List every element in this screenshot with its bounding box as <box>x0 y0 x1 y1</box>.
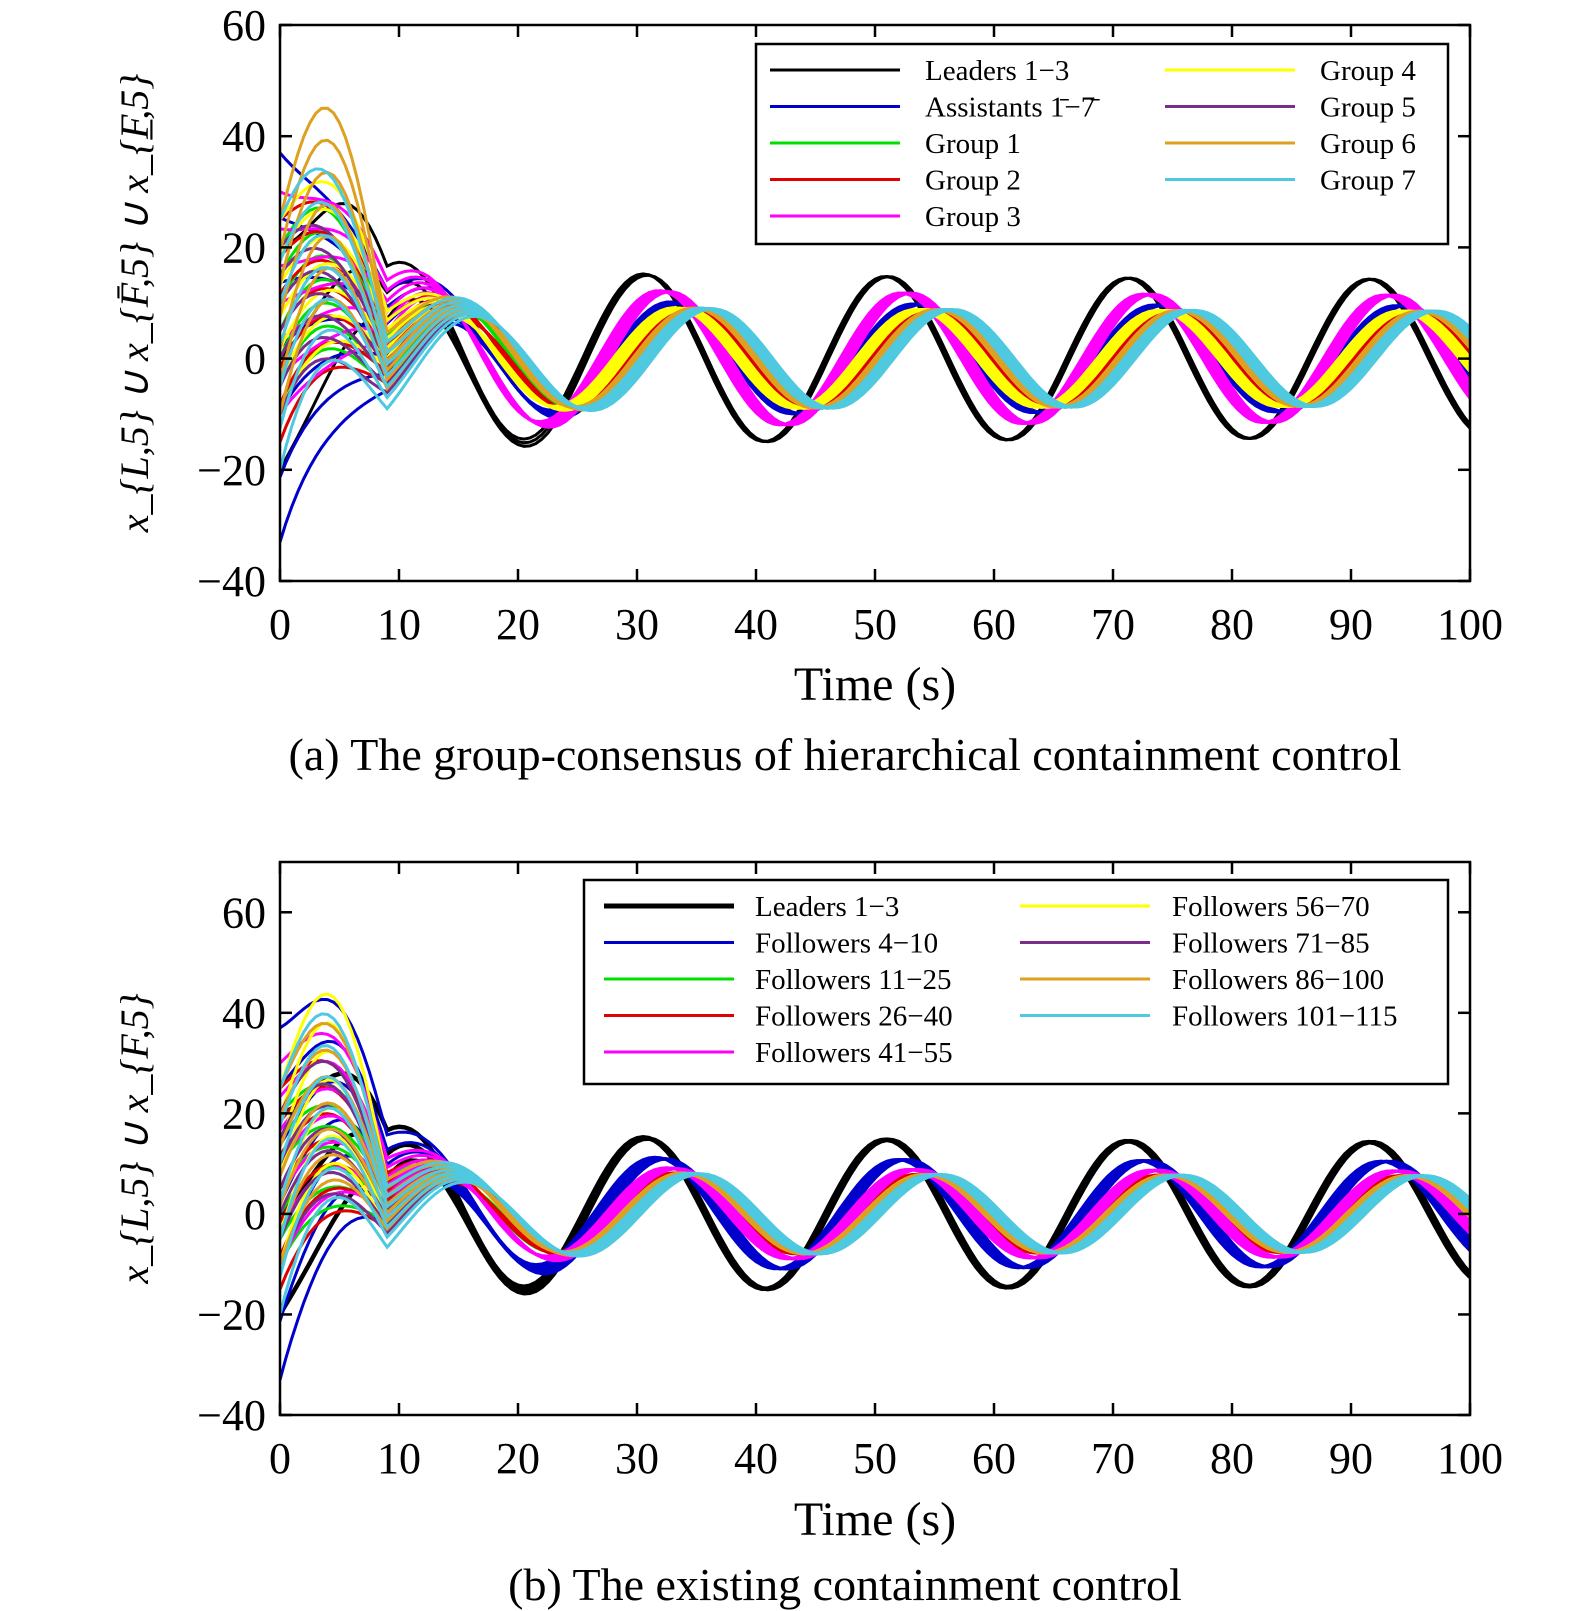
legend-label: Assistants 1̄−7̄ <box>925 92 1100 124</box>
legend-label: Leaders 1−3 <box>755 891 899 923</box>
legend-label: Group 7 <box>1320 165 1416 197</box>
series-line-8-6 <box>280 167 1470 410</box>
x-tick-label: 90 <box>1329 1434 1373 1483</box>
x-tick-label: 40 <box>734 1434 778 1483</box>
x-tick-label: 100 <box>1437 1434 1503 1483</box>
panel-a-x-axis-label: Time (s) <box>794 658 956 711</box>
panel-a-ticks: 0 10 20 30 40 50 60 70 80 90 100 −40 −20 0 20 40 60 <box>197 1 1503 649</box>
x-tick-label: 10 <box>377 1434 421 1483</box>
panel-a: 0 10 20 30 40 50 60 70 80 90 100 −40 −20 0 20 40 60 Time… <box>112 1 1503 780</box>
x-tick-label: 70 <box>1091 1434 1135 1483</box>
x-tick-label: 90 <box>1329 600 1373 649</box>
series-line-4-6 <box>280 1031 1470 1261</box>
x-tick-label: 20 <box>496 1434 540 1483</box>
series-line-4-6 <box>280 190 1470 427</box>
legend-label: Followers 11−25 <box>755 964 952 996</box>
x-tick-label: 30 <box>615 1434 659 1483</box>
panel-b-caption: (b) The existing containment control <box>508 1559 1182 1610</box>
series-line-3-6 <box>280 1059 1470 1256</box>
x-tick-label: 10 <box>377 600 421 649</box>
x-tick-label: 0 <box>269 1434 291 1483</box>
series-line-0-2 <box>280 1071 1470 1292</box>
y-tick-label: 0 <box>244 1190 266 1239</box>
x-tick-label: 40 <box>734 600 778 649</box>
legend-label: Group 5 <box>1320 92 1416 124</box>
panel-a-caption: (a) The group-consensus of hierarchical … <box>289 729 1402 780</box>
panel-a-y-axis-label: x_{L,5} ∪ x_{F̄,5} ∪ x_{F̲,5} <box>112 74 157 534</box>
y-tick-label: 60 <box>222 888 266 937</box>
legend-label: Followers 26−40 <box>755 1001 953 1033</box>
x-tick-label: 100 <box>1437 600 1503 649</box>
x-tick-label: 20 <box>496 600 540 649</box>
x-tick-label: 70 <box>1091 600 1135 649</box>
series-line-1-6 <box>280 997 1470 1271</box>
legend-label: Followers 101−115 <box>1172 1001 1398 1033</box>
y-tick-label: −40 <box>197 557 266 606</box>
x-tick-label: 50 <box>853 600 897 649</box>
legend-label: Followers 41−55 <box>755 1037 953 1069</box>
y-tick-label: −20 <box>197 446 266 495</box>
panel-b-ticks: 0 10 20 30 40 50 60 70 80 90 100 −40 −20 0 20 40 60 <box>197 862 1503 1483</box>
panel-b: 0 10 20 30 40 50 60 70 80 90 100 −40 −20 0 20 40 60 Time… <box>112 860 1503 1610</box>
legend-label: Followers 71−85 <box>1172 928 1370 960</box>
y-tick-label: 40 <box>222 112 266 161</box>
panel-a-legend: Leaders 1−3 Assistants 1̄−7̄ Group 1 Group … <box>754 42 1450 246</box>
x-tick-label: 30 <box>615 600 659 649</box>
series-line-6-6 <box>280 1059 1470 1256</box>
panel-b-y-axis-label: x_{L,5} ∪ x_{F,5} <box>112 993 157 1284</box>
panel-b-x-axis-label: Time (s) <box>794 1493 956 1546</box>
legend-label: Leaders 1−3 <box>925 55 1069 87</box>
legend-box <box>582 878 1450 1086</box>
panel-b-series-lines <box>280 992 1470 1381</box>
series-line-5-6 <box>280 179 1470 410</box>
panel-b-legend: Leaders 1−3 Followers 4−10 Followers 11−25… <box>582 878 1450 1086</box>
series-line-4-5 <box>280 1059 1470 1261</box>
y-tick-label: 20 <box>222 1089 266 1138</box>
x-tick-label: 50 <box>853 1434 897 1483</box>
x-tick-label: 0 <box>269 600 291 649</box>
legend-label: Followers 56−70 <box>1172 891 1370 923</box>
y-tick-label: 40 <box>222 989 266 1038</box>
legend-label: Group 3 <box>925 201 1021 233</box>
x-tick-label: 60 <box>972 600 1016 649</box>
panel-a-series-lines <box>280 106 1470 543</box>
y-tick-label: −40 <box>197 1391 266 1440</box>
series-line-8-6 <box>280 1012 1470 1256</box>
legend-label: Followers 4−10 <box>755 928 938 960</box>
legend-label: Group 6 <box>1320 128 1416 160</box>
x-tick-label: 60 <box>972 1434 1016 1483</box>
legend-label: Group 4 <box>1320 55 1416 87</box>
x-tick-label: 80 <box>1210 1434 1254 1483</box>
y-tick-label: 60 <box>222 1 266 50</box>
y-tick-label: −20 <box>197 1290 266 1339</box>
y-tick-label: 0 <box>244 335 266 384</box>
legend-label: Group 1 <box>925 128 1021 160</box>
legend-label: Group 2 <box>925 165 1021 197</box>
x-tick-label: 80 <box>1210 600 1254 649</box>
y-tick-label: 20 <box>222 223 266 272</box>
legend-label: Followers 86−100 <box>1172 964 1384 996</box>
